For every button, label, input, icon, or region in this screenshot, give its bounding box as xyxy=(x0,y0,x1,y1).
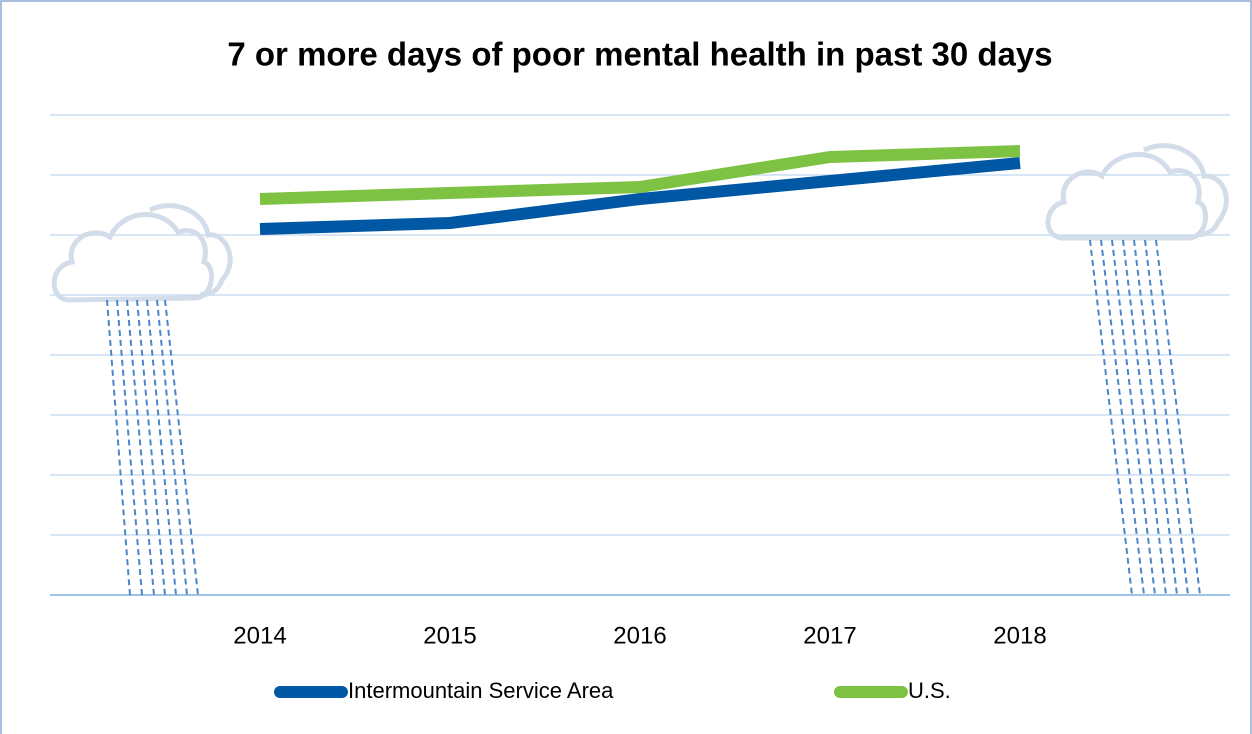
chart-title: 7 or more days of poor mental health in … xyxy=(227,36,1052,73)
legend-label: Intermountain Service Area xyxy=(348,678,614,703)
x-tick-label: 2018 xyxy=(993,622,1046,649)
legend-label: U.S. xyxy=(908,678,951,703)
x-tick-label: 2014 xyxy=(233,622,286,649)
x-tick-label: 2017 xyxy=(803,622,856,649)
x-tick-label: 2015 xyxy=(423,622,476,649)
x-tick-label: 2016 xyxy=(613,622,666,649)
chart: 7 or more days of poor mental health in … xyxy=(0,0,1252,734)
